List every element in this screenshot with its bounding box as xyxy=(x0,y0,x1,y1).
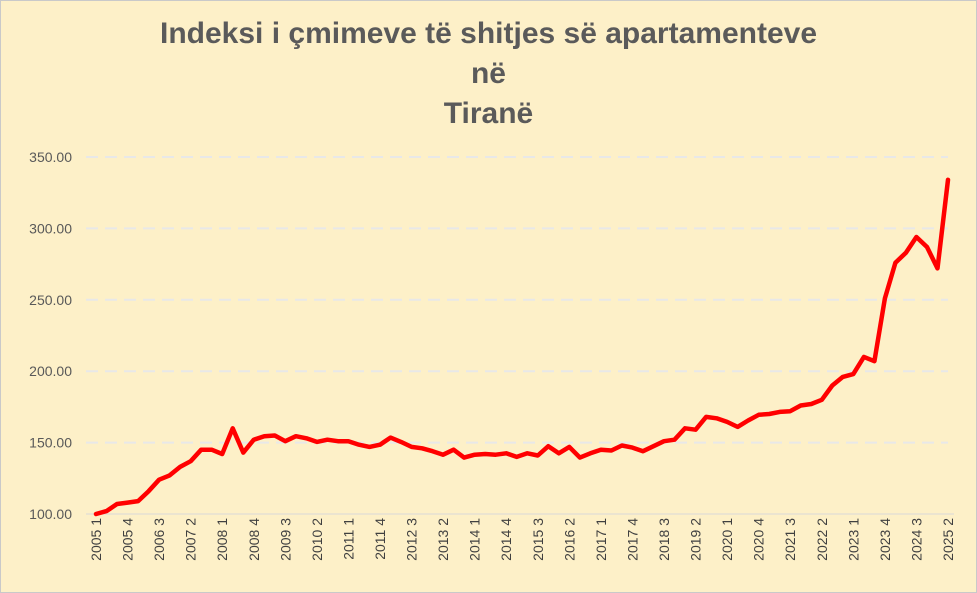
y-tick-label: 200.00 xyxy=(29,363,72,379)
x-tick-label: 2022 2 xyxy=(814,518,830,561)
x-tick-label: 2008 1 xyxy=(214,518,230,561)
x-tick-label: 2016 2 xyxy=(561,518,577,561)
y-tick-label: 250.00 xyxy=(29,292,72,308)
x-tick-label: 2011 4 xyxy=(372,518,388,560)
chart-title: Indeksi i çmimeve të shitjes së apartame… xyxy=(0,14,977,134)
x-tick-label: 2011 1 xyxy=(340,518,356,560)
x-tick-label: 2005 4 xyxy=(120,518,136,561)
x-tick-label: 2023 1 xyxy=(845,518,861,561)
x-tick-label: 2023 4 xyxy=(877,518,893,561)
x-tick-label: 2021 3 xyxy=(782,518,798,561)
y-tick-label: 150.00 xyxy=(29,435,72,451)
y-tick-label: 100.00 xyxy=(29,506,72,522)
x-tick-label: 2025 2 xyxy=(940,518,956,561)
series-line xyxy=(93,177,951,517)
x-tick-label: 2020 1 xyxy=(719,518,735,561)
x-tick-label: 2015 3 xyxy=(530,518,546,561)
x-tick-label: 2017 1 xyxy=(593,518,609,561)
x-tick-label: 2012 3 xyxy=(404,518,420,561)
chart-title-line-2: në xyxy=(470,57,506,90)
x-tick-label: 2005 1 xyxy=(88,518,104,561)
x-tick-label: 2007 2 xyxy=(183,518,199,561)
x-tick-label: 2019 2 xyxy=(688,518,704,561)
x-tick-label: 2013 2 xyxy=(435,518,451,561)
chart-title-line-1: Indeksi i çmimeve të shitjes së apartame… xyxy=(160,17,817,50)
x-tick-label: 2014 4 xyxy=(498,518,514,561)
x-tick-label: 2014 1 xyxy=(467,518,483,561)
x-tick-label: 2010 2 xyxy=(309,518,325,561)
y-tick-label: 350.00 xyxy=(29,149,72,165)
x-tick-label: 2024 3 xyxy=(908,518,924,561)
x-tick-label: 2018 3 xyxy=(656,518,672,561)
chart-title-line-3: Tiranë xyxy=(443,97,534,130)
x-tick-label: 2020 4 xyxy=(751,518,767,561)
x-tick-label: 2008 4 xyxy=(246,518,262,561)
x-tick-label: 2017 4 xyxy=(624,518,640,561)
y-tick-label: 300.00 xyxy=(29,220,72,236)
x-tick-label: 2006 3 xyxy=(151,518,167,561)
x-tick-label: 2009 3 xyxy=(277,518,293,561)
